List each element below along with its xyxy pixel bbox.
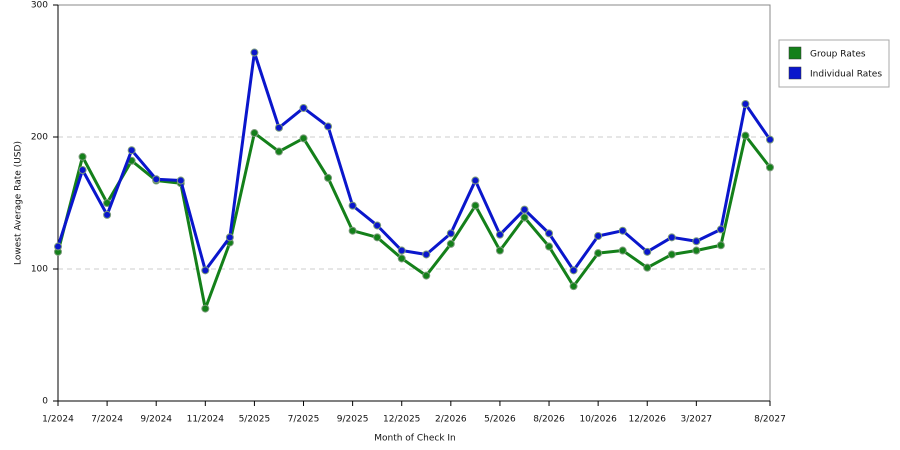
data-point	[152, 175, 161, 184]
data-point	[667, 233, 676, 242]
data-point	[201, 304, 210, 313]
y-tick-label: 300	[31, 1, 48, 11]
data-point	[594, 249, 603, 258]
data-point	[397, 254, 406, 263]
data-point	[741, 131, 750, 140]
y-axis-label: Lowest Average Rate (USD)	[14, 141, 24, 265]
data-point	[127, 146, 136, 155]
data-point	[741, 100, 750, 108]
legend-swatch	[788, 66, 802, 80]
y-tick-label: 200	[31, 133, 48, 143]
data-point	[274, 123, 283, 132]
series-line	[56, 51, 772, 272]
data-point	[594, 232, 603, 240]
data-point	[373, 221, 382, 230]
data-point	[250, 48, 259, 57]
data-point	[667, 250, 676, 259]
data-point	[766, 135, 774, 144]
x-tick-label: 5/2025	[239, 415, 271, 425]
data-point	[299, 134, 308, 143]
x-tick-label: 8/2026	[533, 415, 565, 425]
x-tick-label: 10/2026	[579, 415, 617, 425]
data-point	[54, 242, 62, 251]
data-point	[692, 237, 701, 246]
data-point	[716, 225, 725, 234]
data-point	[643, 247, 652, 256]
data-point	[397, 246, 406, 255]
data-point	[545, 242, 554, 251]
x-tick-label: 11/2024	[187, 415, 225, 425]
x-tick-label: 12/2026	[629, 415, 667, 425]
data-point	[471, 201, 480, 210]
series-line	[56, 131, 772, 311]
x-tick-label: 9/2025	[337, 415, 369, 425]
y-tick-label: 100	[31, 265, 48, 275]
legend-label: Group Rates	[810, 50, 866, 60]
data-point	[545, 229, 554, 238]
data-point	[692, 246, 701, 255]
data-point	[520, 213, 529, 222]
data-point	[618, 246, 627, 255]
data-point	[373, 233, 382, 242]
data-point	[324, 173, 333, 182]
data-point	[201, 266, 210, 275]
data-point	[250, 129, 259, 138]
data-point	[422, 250, 431, 259]
data-point	[643, 263, 652, 272]
data-point	[299, 103, 308, 112]
data-point	[716, 241, 725, 250]
x-tick-label: 5/2026	[484, 415, 516, 425]
x-tick-label: 9/2024	[140, 415, 172, 425]
data-point	[225, 233, 234, 242]
x-axis-label: Month of Check In	[374, 434, 456, 444]
data-point	[78, 166, 87, 174]
data-point	[766, 163, 774, 172]
x-tick-label: 7/2024	[91, 415, 123, 425]
data-point	[422, 271, 431, 280]
legend-label: Individual Rates	[810, 70, 882, 80]
data-point	[471, 176, 480, 185]
data-point	[495, 230, 504, 239]
x-tick-label: 2/2026	[435, 415, 467, 425]
data-point	[348, 201, 357, 210]
data-point	[324, 122, 333, 131]
x-tick-label: 8/2027	[754, 415, 786, 425]
y-tick-label: 0	[42, 397, 48, 407]
legend-swatch	[788, 46, 802, 60]
x-tick-label: 3/2027	[681, 415, 713, 425]
data-point	[103, 210, 112, 219]
data-point	[569, 266, 578, 275]
x-tick-label: 7/2025	[288, 415, 320, 425]
data-point	[348, 226, 357, 235]
data-point	[176, 176, 185, 185]
plot-area	[57, 4, 771, 402]
data-point	[446, 239, 455, 248]
x-tick-label: 1/2024	[42, 415, 74, 425]
data-point	[569, 282, 578, 291]
data-point	[274, 147, 283, 156]
x-tick-label: 12/2025	[383, 415, 420, 425]
data-point	[520, 205, 529, 214]
data-point	[618, 226, 627, 235]
data-point	[78, 152, 87, 161]
data-point	[446, 229, 455, 238]
data-point	[495, 246, 504, 255]
